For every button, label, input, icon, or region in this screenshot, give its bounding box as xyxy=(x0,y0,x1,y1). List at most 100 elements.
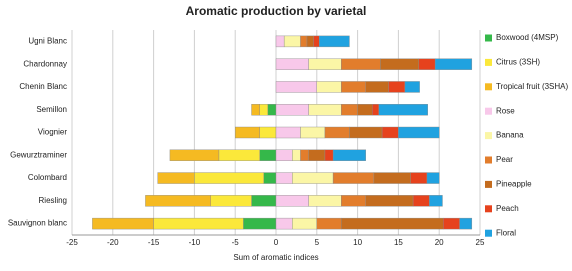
bar-segment xyxy=(251,195,277,207)
bar-segment xyxy=(459,217,473,230)
bar-segment xyxy=(275,81,317,93)
bar-segment xyxy=(426,172,440,184)
x-tick-label: -5 xyxy=(232,238,240,247)
bar-segment xyxy=(275,126,301,139)
bar-segment xyxy=(381,126,399,139)
bar-segment xyxy=(324,149,334,161)
legend-label: Floral xyxy=(496,228,516,237)
bar-segment xyxy=(308,149,326,161)
bar-segment xyxy=(292,149,301,161)
bar-segment xyxy=(373,172,411,184)
bar-segment xyxy=(157,172,195,184)
bar-segment xyxy=(443,217,460,230)
bar-segment xyxy=(263,172,277,184)
legend-swatch xyxy=(485,180,492,188)
y-tick-label: Chardonnay xyxy=(23,59,67,68)
bar-segment xyxy=(349,126,383,139)
bar-segment xyxy=(267,104,277,116)
bar-segment xyxy=(365,81,389,93)
x-tick-label: 10 xyxy=(353,238,362,247)
legend-swatch xyxy=(485,205,492,213)
bar-segment xyxy=(313,35,320,48)
bar-segment xyxy=(275,172,293,184)
bar-segment xyxy=(308,195,342,207)
x-tick-label: -10 xyxy=(189,238,201,247)
x-tick-label: -20 xyxy=(107,238,119,247)
legend-swatch xyxy=(485,107,492,115)
bar-segment xyxy=(292,172,334,184)
bar-segment xyxy=(169,149,220,161)
legend-label: Citrus (3SH) xyxy=(496,58,540,67)
legend-swatch xyxy=(485,156,492,164)
bar-segment xyxy=(275,58,309,70)
bar-segment xyxy=(341,81,366,93)
legend-label: Rose xyxy=(496,106,515,115)
bar-segment xyxy=(412,195,430,207)
legend-label: Banana xyxy=(496,131,524,140)
bar-segment xyxy=(300,126,326,139)
bar-segment xyxy=(341,58,381,70)
bar-segment xyxy=(410,172,428,184)
y-tick-label: Gewurztraminer xyxy=(10,150,67,159)
bar-segment xyxy=(210,195,252,207)
y-tick-label: Semillon xyxy=(36,105,67,114)
bar-segment xyxy=(357,104,373,116)
y-tick-label: Colombard xyxy=(28,173,67,182)
bar-segment xyxy=(275,195,309,207)
legend-label: Pineapple xyxy=(496,180,532,189)
y-tick-label: Sauvignon blanc xyxy=(8,219,67,228)
bar-segment xyxy=(292,217,318,230)
bar-segment xyxy=(259,104,269,116)
bar-segment xyxy=(259,126,277,139)
bar-segment xyxy=(153,217,244,230)
bar-segment xyxy=(316,217,342,230)
bar-segment xyxy=(332,149,366,161)
bar-segment xyxy=(275,217,293,230)
y-tick-label: Riesling xyxy=(39,196,67,205)
bar-segment xyxy=(275,104,309,116)
bar-segment xyxy=(218,149,260,161)
bar-segment xyxy=(429,195,443,207)
bar-segment xyxy=(388,81,406,93)
legend-swatch xyxy=(485,58,492,66)
x-axis-label: Sum of aromatic indices xyxy=(233,253,318,262)
x-tick-label: 20 xyxy=(435,238,444,247)
legend-label: Peach xyxy=(496,204,519,213)
bar-segment xyxy=(404,81,420,93)
bar-segment xyxy=(324,126,350,139)
bar-segment xyxy=(308,104,342,116)
bar-segment xyxy=(251,104,260,116)
bar-segment xyxy=(259,149,277,161)
y-tick-label: Viognier xyxy=(38,128,68,137)
x-tick-label: 25 xyxy=(476,238,485,247)
bar-segment xyxy=(308,58,342,70)
x-tick-label: 15 xyxy=(394,238,403,247)
bar-segment xyxy=(194,172,264,184)
bar-segment xyxy=(300,149,309,161)
chart-title: Aromatic production by varietal xyxy=(186,4,367,18)
x-tick-label: 5 xyxy=(315,238,320,247)
legend-label: Tropical fruit (3SHA) xyxy=(496,82,569,91)
legend-swatch xyxy=(485,229,492,237)
bar-segment xyxy=(275,35,285,48)
bar-segment xyxy=(306,35,314,48)
x-tick-label: -25 xyxy=(66,238,78,247)
bar-segment xyxy=(145,195,211,207)
bar-segment xyxy=(380,58,419,70)
bar-segment xyxy=(283,35,301,48)
bar-segment xyxy=(341,104,358,116)
bar-segment xyxy=(319,35,350,48)
bar-segment xyxy=(434,58,473,70)
legend-swatch xyxy=(485,132,492,140)
bar-segment xyxy=(341,217,444,230)
bar-segment xyxy=(378,104,428,116)
legend-label: Pear xyxy=(496,155,513,164)
x-tick-label: -15 xyxy=(148,238,160,247)
legend-swatch xyxy=(485,34,492,42)
bar-segment xyxy=(316,81,342,93)
y-tick-label: Ugni Blanc xyxy=(28,36,67,45)
x-tick-label: 0 xyxy=(274,238,279,247)
bar-segment xyxy=(300,35,308,48)
bar-segment xyxy=(92,217,154,230)
